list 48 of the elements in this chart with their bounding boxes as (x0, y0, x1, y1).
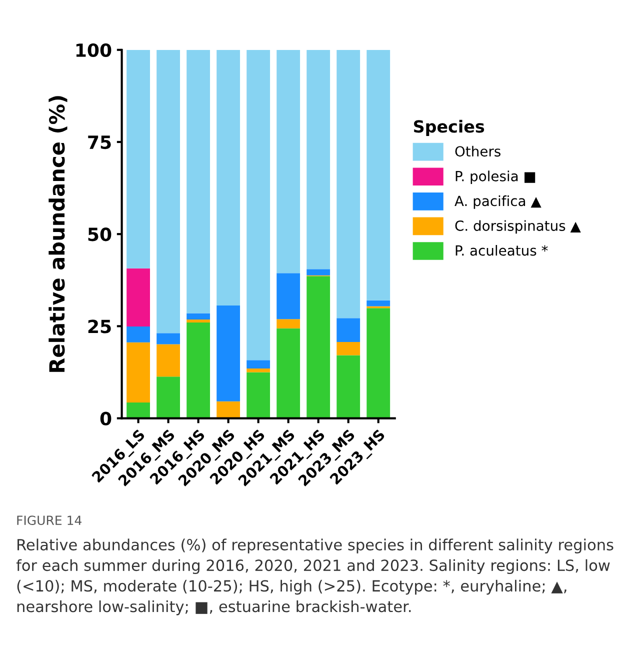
bar (246, 360, 270, 369)
y-axis-title: Relative abundance (%) (48, 96, 68, 372)
bar (156, 344, 180, 377)
bar (216, 401, 240, 418)
bar (126, 326, 150, 342)
y-tick-label: 0 (100, 412, 112, 426)
bar (126, 50, 150, 268)
legend-title: Species (414, 120, 484, 136)
legend-label: P. aculeatus * (456, 244, 548, 256)
y-tick-label: 100 (76, 43, 112, 57)
caption: FIGURE 14 (17, 516, 82, 526)
y-tick-label: 50 (88, 228, 112, 242)
bar (336, 355, 360, 418)
bar (156, 333, 180, 344)
bar (366, 50, 390, 300)
bar (336, 342, 360, 356)
bar (246, 368, 270, 372)
bar (126, 268, 150, 327)
bar (126, 402, 150, 418)
bar (336, 50, 360, 318)
bar (366, 308, 390, 418)
legend-label: P. polesia ■ (456, 170, 536, 184)
bar (156, 50, 180, 334)
legend-label: A. pacifica ▲ (454, 195, 542, 209)
bar (366, 300, 390, 306)
bar (306, 276, 330, 418)
bar (306, 50, 330, 270)
bar (216, 306, 240, 402)
y-tick-label: 25 (88, 320, 111, 334)
bar (336, 318, 360, 342)
bar (246, 50, 270, 360)
bar (276, 50, 300, 274)
bar (186, 322, 210, 418)
bar (186, 50, 210, 314)
bar (246, 372, 270, 418)
bar (216, 50, 240, 306)
bar (276, 273, 300, 320)
legend-label: C. dorsispinatus ▲ (455, 220, 581, 234)
bar (156, 376, 180, 418)
bar (186, 320, 210, 322)
bar (276, 319, 300, 328)
y-tick-label: 75 (88, 136, 111, 150)
legend-label: Others (455, 146, 500, 157)
bar (306, 269, 330, 276)
text: Relative abundances (%) of representative species in different salinity regions for each summer during 2016, 2020, 2021 and 2023. Salinity regions: LS, low (<10); MS, moderate (10-25); HS, high (>25). Ecotype: *, euryhaline; ▲, nearshore low-salinity; ■, estuarine brackish-water. (16, 538, 614, 616)
bar (126, 342, 150, 402)
bar (186, 313, 210, 320)
bar (276, 328, 300, 418)
